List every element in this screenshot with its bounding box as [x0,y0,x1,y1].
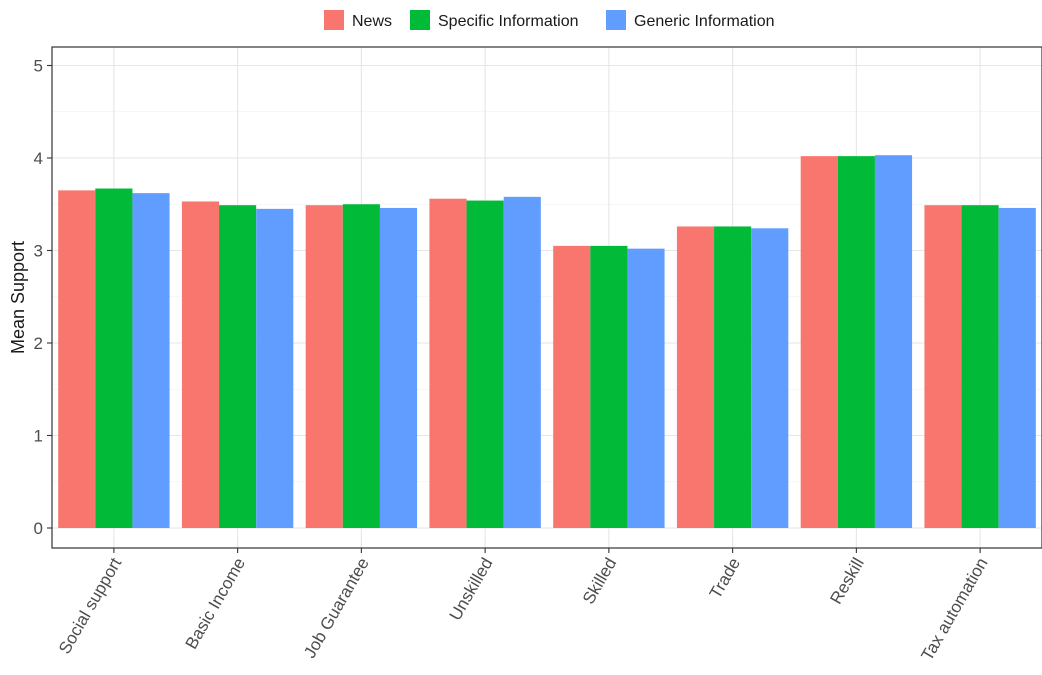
x-tick-label: Reskill [826,555,867,608]
bar [874,155,913,528]
bars [58,155,1036,529]
bar [676,226,715,528]
plot-panel-border [51,46,1042,549]
legend-label: Generic Information [634,13,775,30]
x-axis: Social support Basic Income Job Guarantee U… [55,548,992,664]
legend-swatch [606,10,626,30]
y-axis-title: Mean Support [8,241,28,354]
x-tick-label: Job Guarantee [300,555,373,662]
legend-label: News [352,13,392,30]
x-tick-label: Basic Income [182,555,249,653]
bar [590,245,628,528]
bar [256,208,294,528]
bar [751,228,789,529]
x-tick-label: Skilled [579,555,621,608]
x-tick-label: Trade [706,555,744,602]
x-tick-label: Tax automation [917,555,991,664]
bar [181,201,220,528]
y-tick-label: 2 [34,334,43,353]
bar [961,205,999,529]
y-tick-label: 3 [34,242,43,261]
y-tick-label: 5 [34,57,43,76]
bar [132,193,170,528]
x-tick-label: Social support [55,554,125,657]
bar [379,207,418,528]
bar [95,188,133,528]
bar [837,156,875,528]
x-tick-label: Unskilled [446,555,497,624]
y-tick-label: 4 [34,149,43,168]
bar [503,196,541,528]
bar [429,198,467,528]
bar [800,156,838,528]
y-axis: 0 1 2 3 4 5 [34,57,52,538]
bar [627,248,665,528]
bar [58,190,96,528]
bar [553,245,591,528]
y-tick-label: 1 [34,427,43,446]
bar [219,205,257,529]
legend-label: Specific Information [438,13,579,30]
legend: News Specific Information Generic Informat… [324,10,775,30]
bar [924,205,962,529]
bar [714,226,752,528]
bar [466,200,504,529]
bar [305,205,343,529]
legend-swatch [410,10,430,30]
legend-swatch [324,10,344,30]
bar [342,204,380,528]
y-tick-label: 0 [34,519,43,538]
bar [998,207,1036,528]
